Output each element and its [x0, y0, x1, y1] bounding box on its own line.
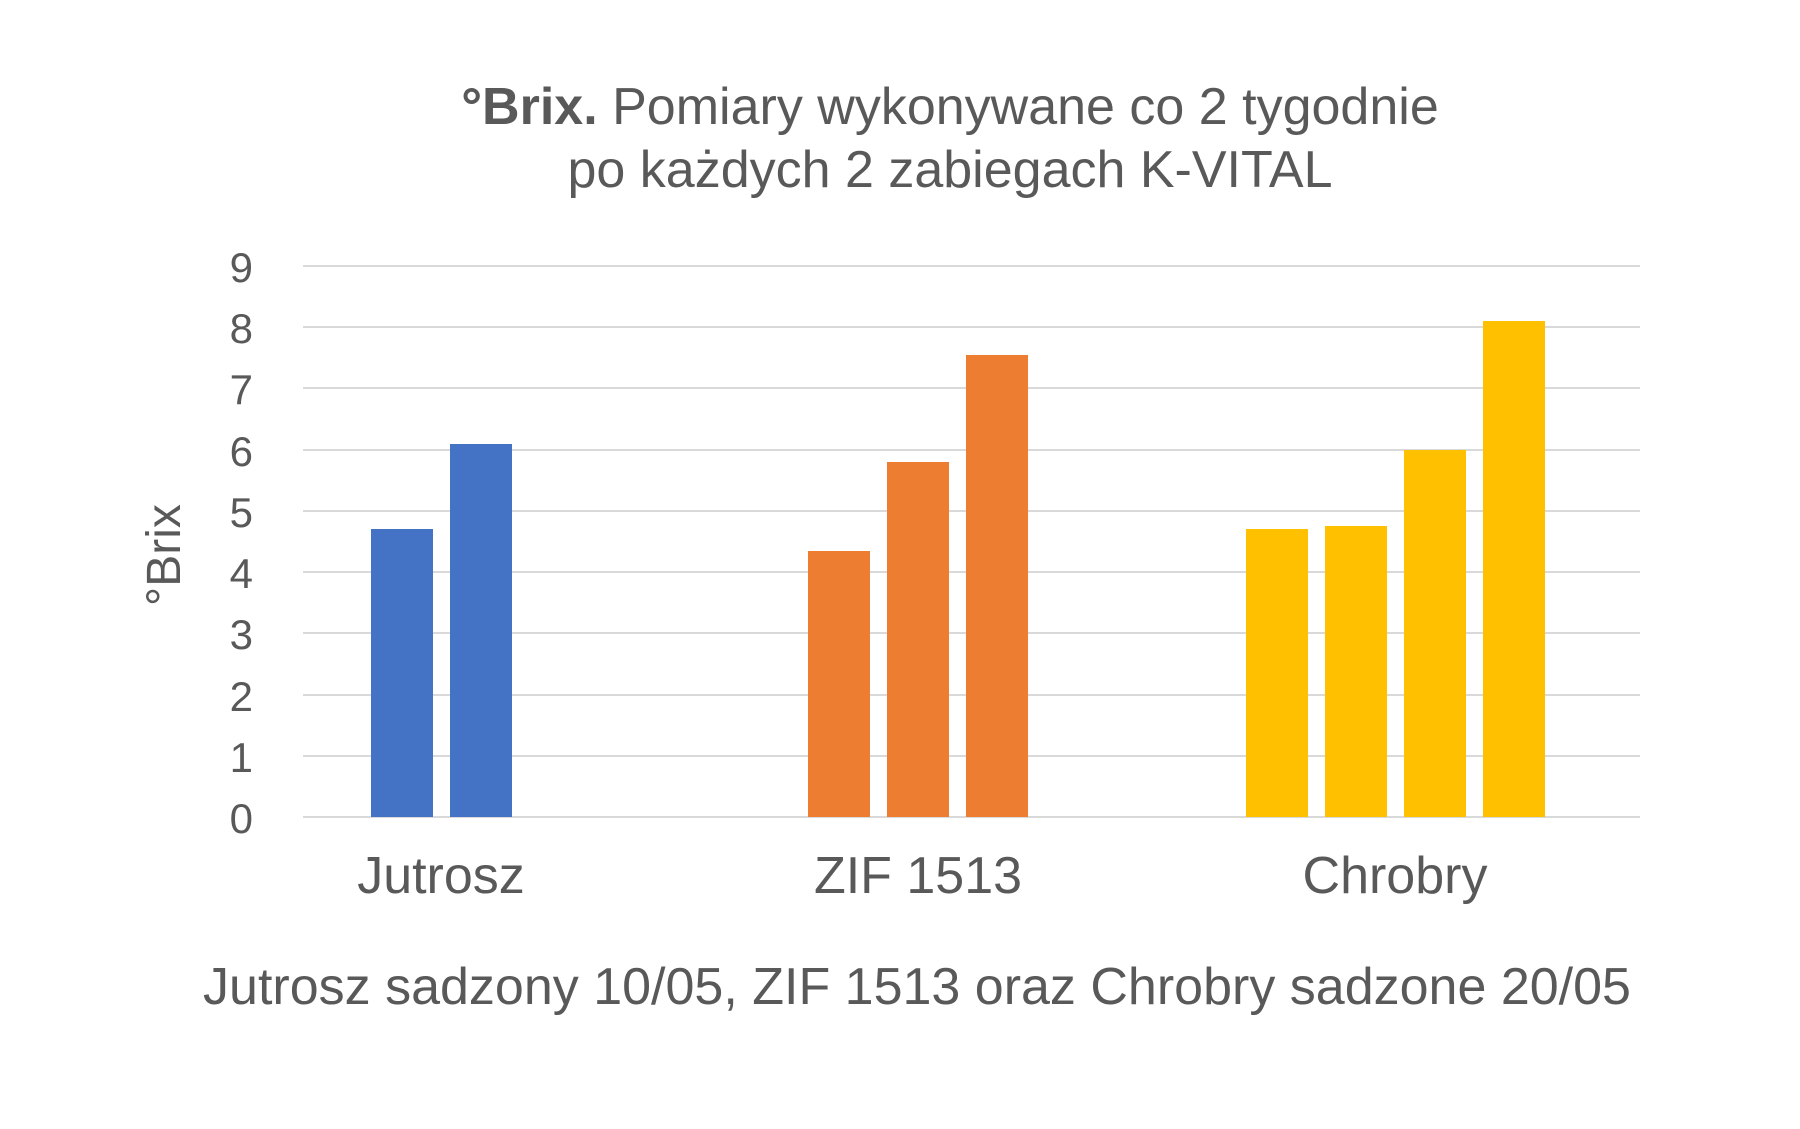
chart-title-rest: Pomiary wykonywane co 2 tygodnie	[597, 78, 1439, 136]
y-tick-label: 9	[229, 244, 253, 291]
bar-chrobry-4	[1482, 321, 1545, 817]
y-tick-label: 6	[229, 427, 253, 475]
y-tick-label: 5	[229, 488, 253, 536]
bar-zif-1513-1	[808, 550, 870, 817]
bar-chrobry-3	[1403, 449, 1466, 817]
bar-chrobry-1	[1245, 529, 1308, 817]
bar-zif-1513-3	[966, 354, 1028, 817]
bar-jutrosz-1	[370, 529, 433, 817]
y-tick-label: 3	[229, 611, 253, 659]
y-tick-label: 1	[229, 733, 253, 781]
category-label-jutrosz: Jutrosz	[357, 847, 525, 905]
category-label-chrobry: Chrobry	[1302, 847, 1488, 905]
gridline	[303, 265, 1640, 267]
gridline	[303, 326, 1640, 329]
gridline	[303, 816, 1640, 818]
y-tick-label: 2	[229, 672, 253, 720]
chart-title-line1: °Brix. Pomiary wykonywane co 2 tygodnie	[100, 76, 1800, 139]
bar-zif-1513-2	[887, 461, 949, 817]
y-tick-label: 7	[229, 366, 253, 414]
bar-chrobry-2	[1324, 526, 1387, 817]
chart-title-line2: po każdych 2 zabiegach K-VITAL	[567, 141, 1333, 199]
chart-title-bold: °Brix.	[461, 78, 598, 136]
y-tick-label: 8	[229, 305, 253, 353]
category-label-zif-1513: ZIF 1513	[813, 847, 1023, 905]
bar-jutrosz-2	[449, 443, 512, 817]
chart-title: °Brix. Pomiary wykonywane co 2 tygodnie …	[100, 76, 1800, 202]
y-tick-label: 0	[229, 795, 253, 842]
y-tick-label: 4	[229, 550, 253, 598]
chart-caption: Jutrosz sadzony 10/05, ZIF 1513 oraz Chr…	[203, 958, 1631, 1016]
